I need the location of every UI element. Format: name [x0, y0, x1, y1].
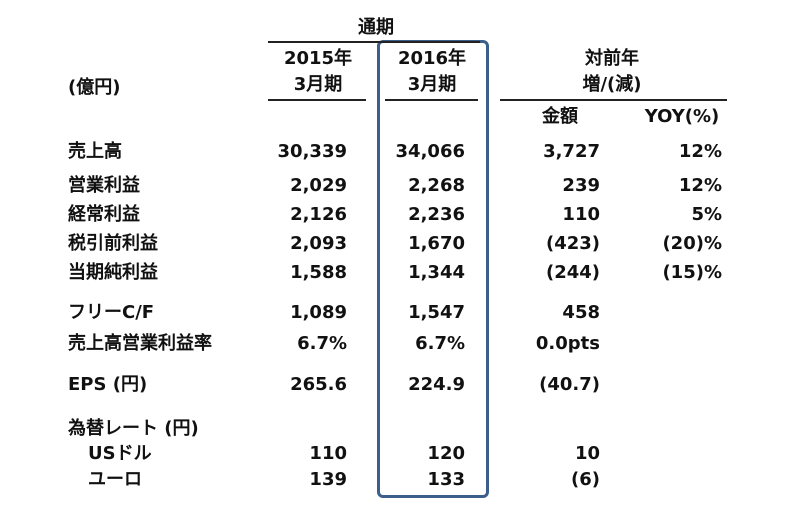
row-label: 経常利益: [68, 204, 140, 225]
rule: [385, 99, 478, 101]
cell-value: 3,727: [543, 141, 600, 162]
cell-value: 239: [562, 175, 600, 196]
cell-value: (20)%: [662, 233, 722, 254]
cell-value: 5%: [691, 204, 722, 225]
cell-value: 2,268: [408, 175, 465, 196]
cell-value: 34,066: [395, 141, 465, 162]
cell-value: (40.7): [539, 374, 600, 395]
cell-value: 110: [309, 443, 347, 464]
row-label: 売上高: [68, 141, 122, 162]
cell-value: 133: [427, 469, 465, 490]
unit-label: (億円): [68, 77, 121, 98]
row-label: USドル: [88, 443, 152, 464]
row-label: ユーロ: [88, 469, 142, 490]
rule: [500, 99, 727, 101]
cell-value: 224.9: [408, 374, 465, 395]
cell-value: 6.7%: [415, 333, 465, 354]
col-header: 3月期: [293, 74, 343, 95]
cell-value: (15)%: [662, 262, 722, 283]
cell-value: 110: [562, 204, 600, 225]
row-label: 売上高営業利益率: [68, 333, 212, 354]
col-header: 2015年: [283, 48, 353, 69]
col-header: 2016年: [397, 48, 467, 69]
cell-value: 2,236: [408, 204, 465, 225]
sub-header: 金額: [542, 106, 578, 127]
row-label: 税引前利益: [68, 233, 158, 254]
rule: [268, 41, 480, 43]
period-header: 通期: [358, 17, 394, 38]
col-header: 3月期: [407, 74, 457, 95]
rule: [268, 99, 366, 101]
cell-value: 2,126: [290, 204, 347, 225]
cell-value: 6.7%: [297, 333, 347, 354]
col-header: 対前年: [585, 48, 639, 69]
cell-value: 139: [309, 469, 347, 490]
cell-value: 12%: [678, 141, 722, 162]
sub-header: YOY(%): [644, 106, 720, 127]
cell-value: 2,029: [290, 175, 347, 196]
cell-value: 2,093: [290, 233, 347, 254]
cell-value: 265.6: [290, 374, 347, 395]
cell-value: 10: [574, 443, 600, 464]
cell-value: 1,588: [290, 262, 347, 283]
cell-value: 120: [427, 443, 465, 464]
cell-value: 1,344: [408, 262, 465, 283]
cell-value: 0.0pts: [535, 333, 600, 354]
row-label: フリーC/F: [68, 302, 155, 323]
cell-value: 1,089: [290, 302, 347, 323]
cell-value: 1,547: [408, 302, 465, 323]
cell-value: 30,339: [277, 141, 347, 162]
cell-value: (244): [545, 262, 600, 283]
cell-value: 1,670: [408, 233, 465, 254]
row-label: 営業利益: [68, 175, 140, 196]
row-label: 当期純利益: [68, 262, 158, 283]
row-label: EPS (円): [68, 374, 148, 395]
cell-value: (6): [571, 469, 600, 490]
col-header: 増/(減): [582, 74, 642, 95]
cell-value: 458: [562, 302, 600, 323]
cell-value: 12%: [678, 175, 722, 196]
row-label: 為替レート (円): [68, 418, 199, 439]
cell-value: (423): [545, 233, 600, 254]
